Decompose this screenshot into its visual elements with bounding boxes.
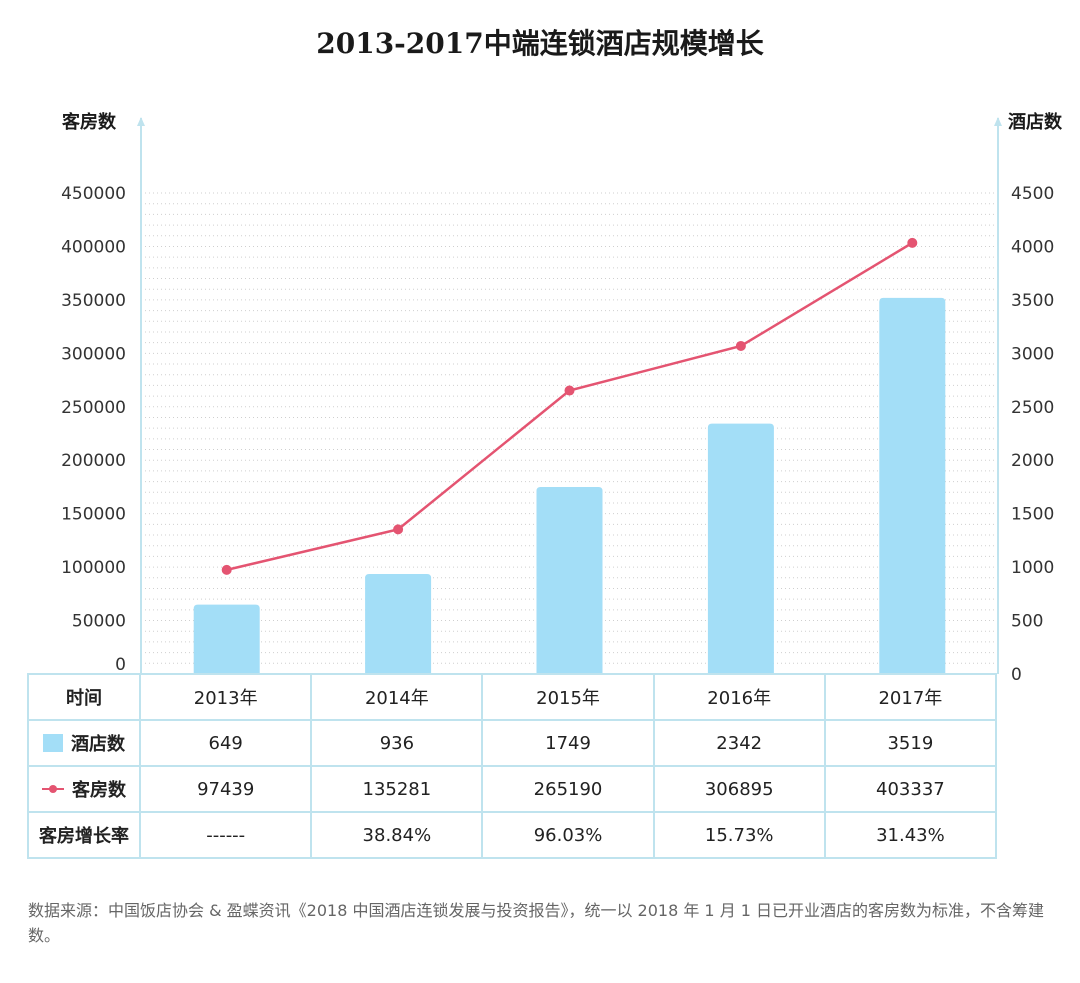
left-tick-label: 450000 [61, 184, 126, 204]
right-tick-label: 4000 [1011, 237, 1054, 257]
room-line [221, 237, 918, 575]
left-tick-labels: 450000 400000 350000 300000 250000 200000 1500… [61, 184, 126, 675]
year-cell: 2015年 [481, 673, 655, 721]
line-legend-icon [42, 784, 65, 794]
year-cell: 2013年 [139, 673, 313, 721]
room-point [564, 385, 575, 396]
room-point [735, 340, 746, 351]
room-point [393, 524, 404, 535]
left-tick-label: 50000 [72, 612, 126, 632]
growth-cell: 15.73% [652, 811, 826, 859]
axes [137, 117, 1002, 674]
rooms-label: 客房数 [72, 780, 127, 801]
right-tick-label: 3500 [1011, 291, 1054, 311]
right-tick-label: 3000 [1011, 344, 1054, 364]
hotels-label: 酒店数 [71, 733, 126, 755]
year-cell: 2017年 [823, 673, 998, 721]
room-point [907, 237, 918, 248]
growth-cell: ------ [139, 811, 313, 859]
left-tick-label: 100000 [61, 558, 126, 578]
left-tick-label: 150000 [61, 505, 126, 525]
left-tick-label: 200000 [61, 451, 126, 471]
hotels-cell: 2342 [652, 719, 826, 767]
rooms-cell: 306895 [652, 765, 826, 813]
hotel-bar [879, 297, 946, 674]
hotels-cell: 649 [139, 719, 313, 767]
right-tick-label: 1500 [1011, 505, 1054, 525]
left-axis-title: 客房数 [62, 111, 117, 133]
left-tick-label: 300000 [61, 344, 126, 364]
year-cell: 2016年 [652, 673, 826, 721]
right-tick-label: 0 [1011, 665, 1022, 680]
growth-cell: 96.03% [481, 811, 655, 859]
hotel-bar [365, 573, 432, 674]
rooms-cell: 97439 [139, 765, 313, 813]
left-tick-label: 400000 [61, 237, 126, 257]
left-tick-label: 350000 [61, 291, 126, 311]
rooms-cell: 135281 [310, 765, 484, 813]
growth-cell: 31.43% [823, 811, 998, 859]
hotel-bar [536, 487, 603, 674]
growth-label: 客房增长率 [26, 811, 142, 859]
hotels-legend: 酒店数 [26, 719, 142, 767]
right-axis-arrow-icon [994, 117, 1002, 126]
chart-area: 客房数 酒店数 45000040000035000030000025000020… [61, 111, 1063, 680]
right-tick-label: 2000 [1011, 451, 1054, 471]
rooms-legend: 客房数 [26, 765, 142, 813]
hotel-bar [707, 423, 774, 674]
left-axis-arrow-icon [137, 117, 145, 126]
year-cell: 2014年 [310, 673, 484, 721]
hotel-bars [193, 297, 946, 674]
room-point [221, 564, 232, 575]
time-header: 时间 [26, 673, 142, 721]
right-tick-label: 1000 [1011, 558, 1054, 578]
chart-title: 2013-2017中端连锁酒店规模增长 [316, 27, 764, 60]
table-row-growth: 客房增长率 ------ 38.84% 96.03% 15.73% 31.43% [26, 811, 998, 859]
rooms-cell: 265190 [481, 765, 655, 813]
hotel-bar [193, 604, 260, 674]
right-axis-title: 酒店数 [1008, 111, 1063, 133]
table-row-hotels: 酒店数 649 936 1749 2342 3519 [26, 719, 998, 767]
hotels-cell: 936 [310, 719, 484, 767]
left-tick-label: 250000 [61, 398, 126, 418]
rooms-cell: 403337 [823, 765, 998, 813]
bar-legend-icon [43, 733, 64, 752]
right-tick-label: 2500 [1011, 398, 1054, 418]
hotels-cell: 3519 [823, 719, 998, 767]
left-tick-label: 0 [115, 655, 126, 675]
data-table: 时间 2013年 2014年 2015年 2016年 2017年 酒店数 649… [26, 673, 998, 859]
right-tick-label: 500 [1011, 612, 1043, 632]
right-tick-labels: 4500 4000 3500 3000 2500 2000 1500 1000 500 0 [1011, 184, 1054, 680]
table-row-rooms: 客房数 97439 135281 265190 306895 403337 [26, 765, 998, 813]
table-row-years: 时间 2013年 2014年 2015年 2016年 2017年 [26, 673, 998, 721]
growth-cell: 38.84% [310, 811, 484, 859]
hotels-cell: 1749 [481, 719, 655, 767]
source-note: 数据来源：中国饭店协会 & 盈蝶资讯《2018 中国酒店连锁发展与投资报告》，统… [28, 901, 1045, 945]
right-tick-label: 4500 [1011, 184, 1054, 204]
